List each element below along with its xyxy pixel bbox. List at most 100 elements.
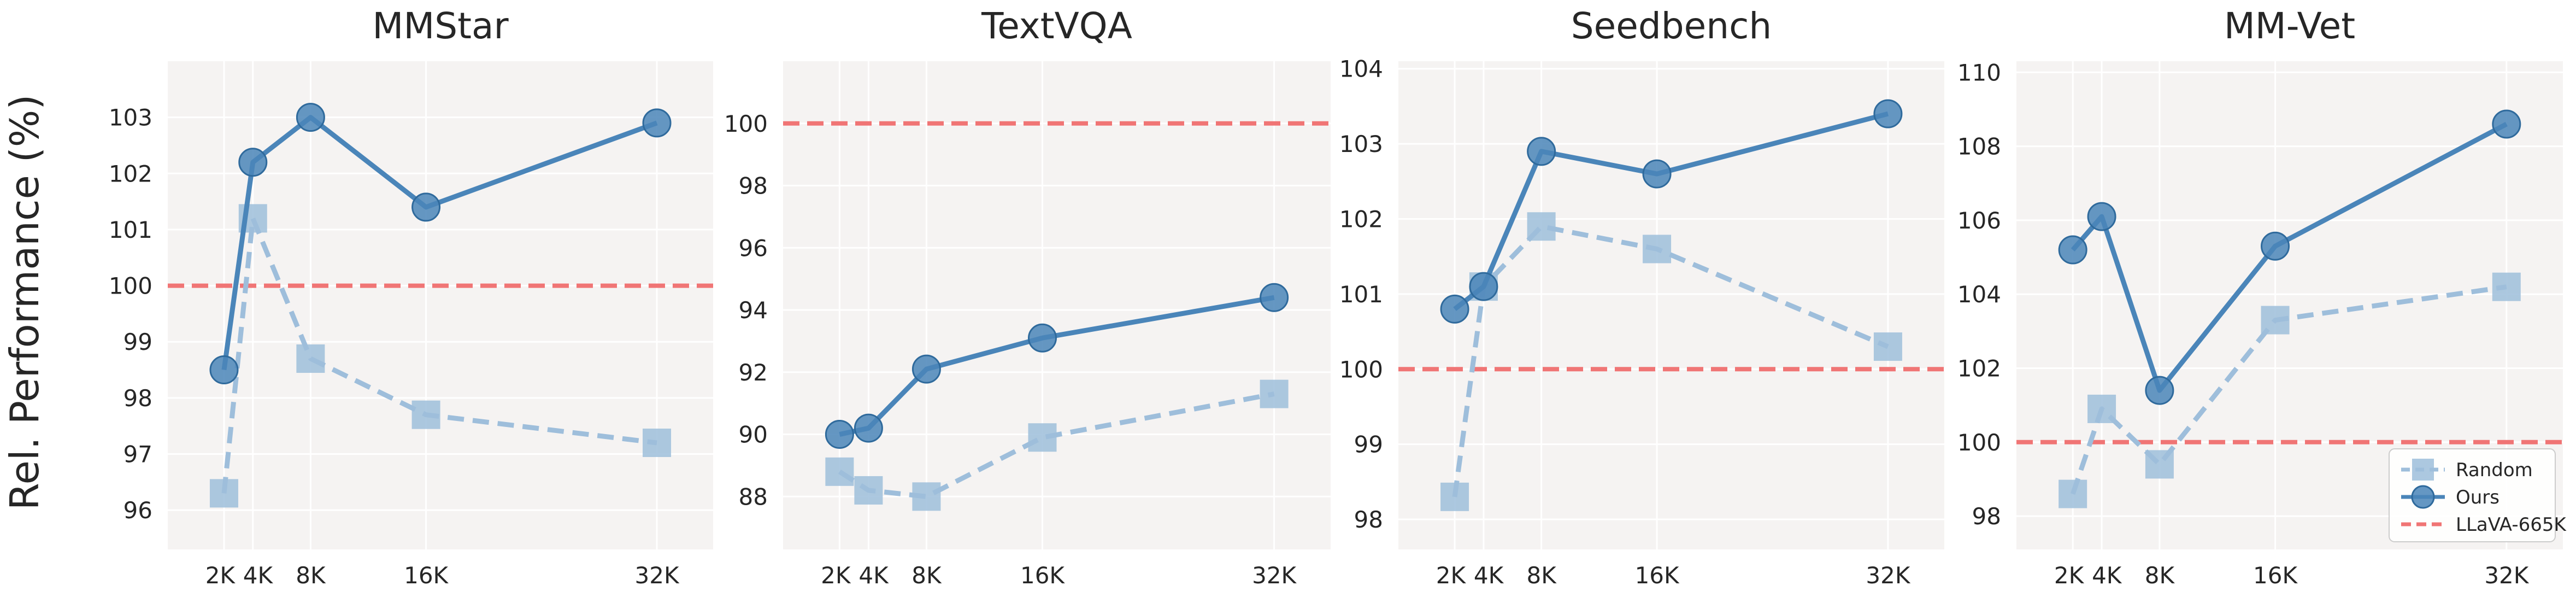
y-tick-label: 106 — [1957, 207, 2001, 234]
chart-title: Seedbench — [1571, 5, 1772, 47]
y-tick-label: 98 — [739, 173, 768, 200]
legend-label: Ours — [2456, 487, 2499, 508]
data-point-random — [2059, 479, 2087, 508]
y-tick-label: 110 — [1957, 59, 2001, 86]
y-tick-label: 100 — [1957, 429, 2001, 456]
data-point-random — [1643, 235, 1672, 264]
y-tick-label: 104 — [1957, 281, 2001, 308]
x-tick-label: 8K — [2145, 562, 2175, 589]
data-point-ours — [2058, 235, 2087, 265]
legend: Random Ours LLaVA-665K — [2389, 448, 2567, 542]
x-tick-label: 8K — [1527, 562, 1557, 589]
series-line-random — [1452, 224, 1889, 497]
x-tick-label: 2K — [2054, 562, 2085, 589]
x-tick-label: 16K — [2253, 562, 2298, 589]
chart-title: TextVQA — [981, 5, 1132, 47]
data-point-ours — [296, 103, 325, 132]
y-tick-label: 103 — [1339, 131, 1383, 157]
y-tick-label: 102 — [109, 160, 152, 187]
data-point-ours — [1469, 272, 1498, 301]
x-tick-label: 32K — [635, 562, 680, 589]
chart-title: MMStar — [372, 5, 509, 47]
x-tick-label: 4K — [2092, 562, 2122, 589]
data-point-random — [1873, 332, 1902, 361]
x-tick-label: 16K — [404, 562, 449, 589]
x-tick-label: 16K — [1020, 562, 1065, 589]
x-tick-label: 16K — [1635, 562, 1680, 589]
y-tick-label: 90 — [739, 421, 768, 448]
x-tick-label: 2K — [1436, 562, 1467, 589]
y-tick-label: 100 — [724, 110, 768, 137]
data-point-ours — [1027, 323, 1057, 353]
data-point-random — [1527, 212, 1556, 241]
chart-panel-1: 88 90 92 94 96 98 100 2K 4K 8K 16K 32K TextVQA — [724, 5, 1331, 589]
data-point-ours — [1873, 99, 1903, 128]
data-point-ours — [1642, 159, 1672, 189]
y-tick-label: 108 — [1957, 133, 2001, 160]
x-tick-label: 4K — [858, 562, 889, 589]
y-tick-label: 100 — [1339, 356, 1383, 383]
data-point-random — [825, 457, 854, 486]
y-tick-label: 99 — [1354, 431, 1383, 458]
y-tick-label: 102 — [1957, 355, 2001, 382]
y-tick-label: 101 — [109, 216, 152, 243]
data-point-ours — [1440, 294, 1469, 324]
x-tick-label: 2K — [821, 562, 851, 589]
y-tick-label: 104 — [1339, 56, 1383, 83]
data-point-ours — [411, 192, 441, 222]
x-tick-label: 8K — [296, 562, 326, 589]
y-tick-label: 98 — [1354, 506, 1383, 533]
data-point-ours — [2145, 376, 2174, 405]
data-point-random — [411, 400, 440, 429]
chart-title: MM-Vet — [2224, 5, 2355, 47]
plot-background — [1398, 61, 1944, 549]
y-tick-label: 96 — [739, 235, 768, 261]
data-point-ours — [2492, 109, 2521, 139]
data-point-random — [854, 476, 883, 505]
legend-marker-ours — [2411, 485, 2435, 509]
data-point-random — [2261, 306, 2290, 335]
y-tick-label: 97 — [123, 441, 152, 468]
data-point-random — [912, 482, 941, 511]
data-point-random — [209, 479, 238, 508]
chart-panel-3: 98 100 102 104 106 108 110 2K 4K 8K 16K 32K MM-Vet Ra… — [1957, 5, 2567, 589]
data-point-random — [643, 428, 672, 457]
y-tick-label: 98 — [1972, 503, 2001, 530]
x-tick-label: 32K — [1866, 562, 1910, 589]
data-point-ours — [642, 108, 672, 138]
y-tick-label: 92 — [739, 359, 768, 386]
chart-panel-0: 96 97 98 99 100 101 102 103 2K 4K 8K 16K 32K MMStar — [109, 5, 713, 589]
data-point-random — [1028, 423, 1057, 452]
y-tick-label: 88 — [739, 483, 768, 510]
data-point-random — [2145, 450, 2174, 479]
data-point-random — [296, 344, 325, 373]
data-point-ours — [2261, 231, 2290, 261]
data-point-ours — [911, 354, 941, 384]
data-point-random — [2087, 394, 2116, 423]
legend-label: LLaVA-665K — [2456, 514, 2567, 536]
data-point-random — [1260, 379, 1289, 408]
x-tick-label: 4K — [243, 562, 274, 589]
legend-marker-random — [2412, 459, 2434, 481]
data-point-ours — [854, 413, 883, 443]
data-point-ours — [238, 148, 268, 177]
x-tick-label: 32K — [2484, 562, 2529, 589]
data-point-ours — [2087, 202, 2116, 231]
x-tick-label: 4K — [1474, 562, 1504, 589]
data-point-ours — [825, 420, 854, 449]
legend-label: Random — [2456, 459, 2533, 481]
data-point-ours — [1260, 283, 1289, 312]
x-tick-label: 2K — [205, 562, 236, 589]
y-axis-label: Rel. Performance (%) — [2, 95, 48, 511]
y-tick-label: 99 — [123, 329, 152, 355]
data-point-random — [2492, 272, 2521, 301]
y-tick-label: 103 — [109, 104, 152, 131]
plot-background — [168, 61, 713, 549]
y-tick-label: 94 — [739, 297, 768, 324]
data-point-random — [1440, 482, 1469, 511]
chart-panel-2: 98 99 100 101 102 103 104 2K 4K 8K 16K 32K Seedbench — [1339, 5, 1944, 589]
data-point-ours — [209, 355, 239, 385]
y-tick-label: 102 — [1339, 206, 1383, 233]
data-point-ours — [1527, 137, 1556, 166]
